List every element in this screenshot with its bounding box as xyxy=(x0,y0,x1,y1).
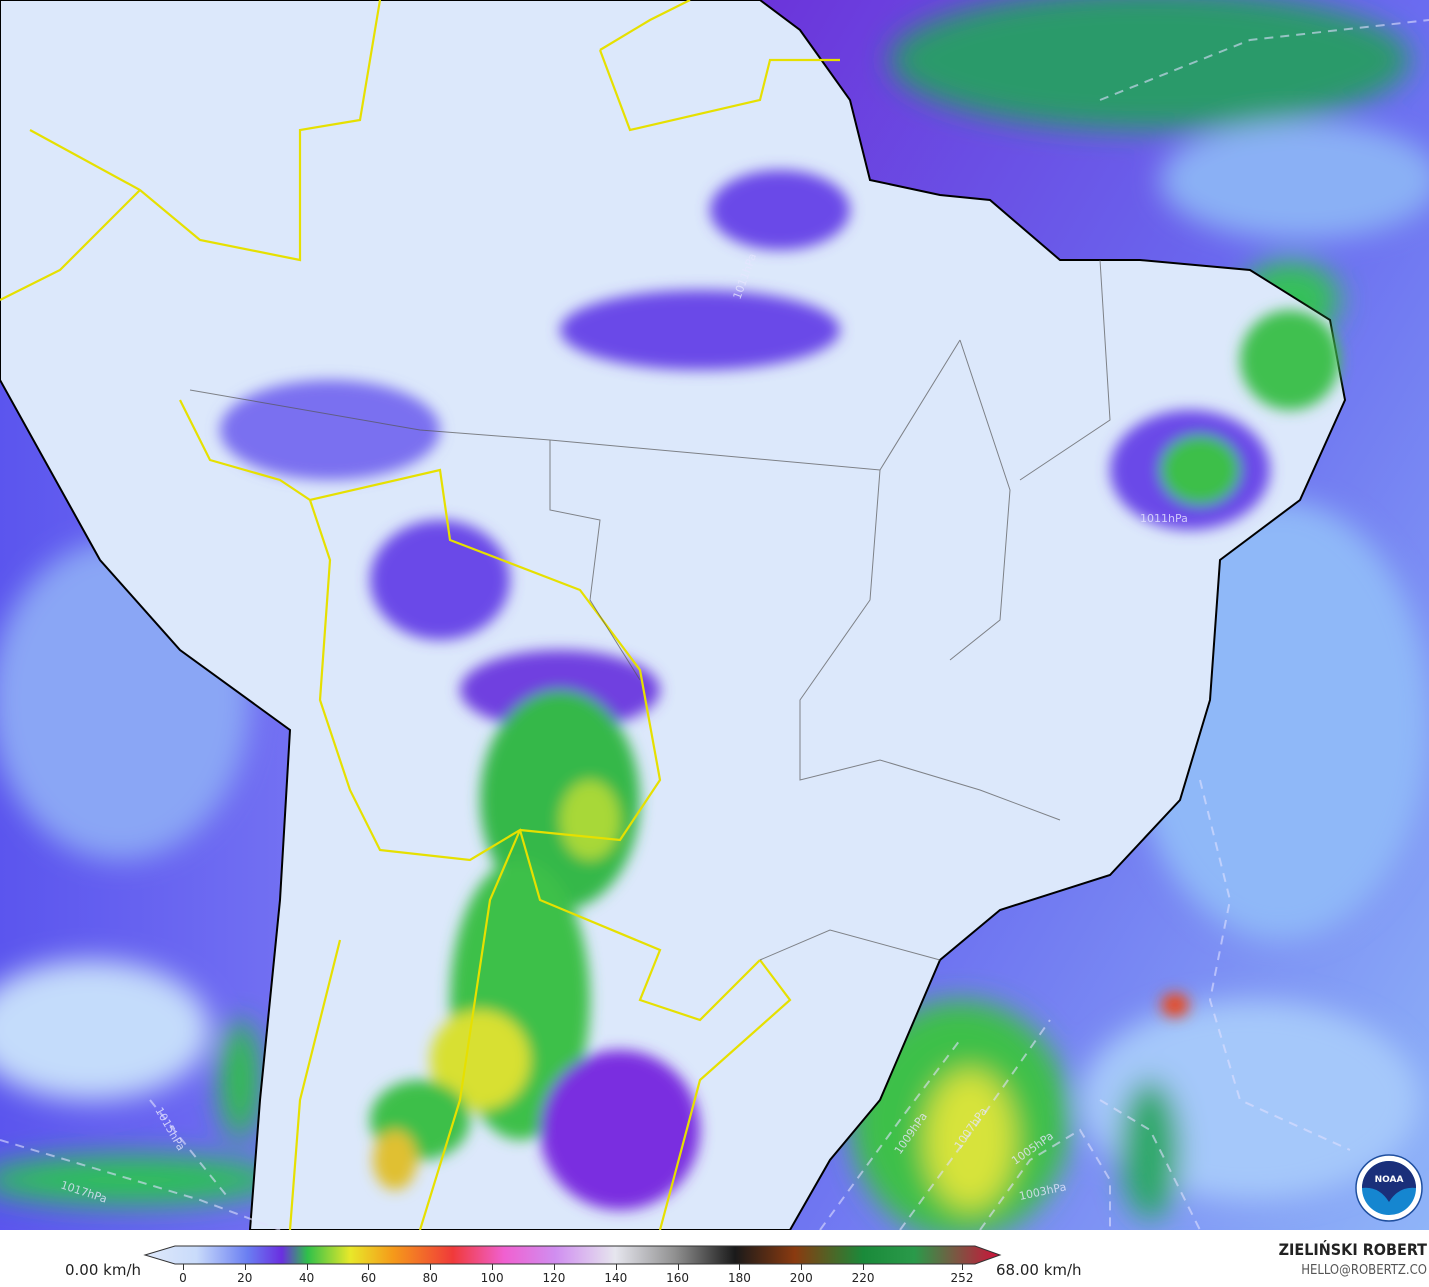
noaa-logo-text: NOAA xyxy=(1375,1175,1404,1185)
author-email: HELLO@ROBERTZ.CO xyxy=(1301,1263,1427,1278)
colorbar-tick-label: 252 xyxy=(950,1271,974,1285)
colorbar-tick-mark xyxy=(677,1264,679,1270)
colorbar-tick-mark xyxy=(492,1264,494,1270)
colorbar-tick-label: 0 xyxy=(179,1271,187,1285)
wind-speed-map: 1017hPa 1015hPa 1011hPa 1011hPa 1009hPa … xyxy=(0,0,1429,1230)
colorbar-tick-mark xyxy=(430,1264,432,1270)
colorbar-tick-label: 120 xyxy=(542,1271,566,1285)
colorbar-tick-mark xyxy=(244,1264,246,1270)
colorbar-tick-label: 20 xyxy=(237,1271,253,1285)
colorbar-tick-label: 140 xyxy=(604,1271,628,1285)
land-wind-field xyxy=(220,170,1340,1210)
noaa-logo: NOAA xyxy=(1355,1154,1423,1222)
colorbar-tick-mark xyxy=(553,1264,555,1270)
south-america-land xyxy=(0,0,1347,1230)
legend-max-label: 68.00 km/h xyxy=(996,1261,1082,1279)
colorbar-tick-mark xyxy=(962,1264,963,1270)
national-borders xyxy=(0,0,840,1230)
colorbar-tick-label: 160 xyxy=(666,1271,690,1285)
colorbar-tick-mark xyxy=(615,1264,617,1270)
colorbar-tick-label: 180 xyxy=(727,1271,751,1285)
colorbar-legend: 0.00 km/h 0 20 40 60 80 100 120 140 160 180 200 220… xyxy=(0,1230,1429,1287)
colorbar-tick-mark xyxy=(368,1264,370,1270)
colorbar-tick-mark xyxy=(801,1264,803,1270)
colorbar-tick-mark xyxy=(306,1264,308,1270)
colorbar-tick-label: 220 xyxy=(851,1271,875,1285)
state-borders xyxy=(189,259,1111,961)
colorbar-tick-label: 40 xyxy=(299,1271,315,1285)
colorbar-tick-mark xyxy=(183,1264,184,1270)
colorbar-tick-label: 100 xyxy=(480,1271,504,1285)
colorbar-tick-mark xyxy=(739,1264,741,1270)
colorbar xyxy=(143,1245,1002,1265)
colorbar-tick-label: 80 xyxy=(422,1271,438,1285)
legend-min-label: 0.00 km/h xyxy=(65,1261,142,1279)
author-name: ZIELIŃSKI ROBERT xyxy=(1278,1240,1427,1259)
colorbar-tick-mark xyxy=(863,1264,865,1270)
isobars xyxy=(0,19,1429,1230)
colorbar-tick-label: 200 xyxy=(789,1271,813,1285)
isobar-label: 1011hPa xyxy=(1140,512,1188,525)
colorbar-tick-label: 60 xyxy=(360,1271,377,1285)
